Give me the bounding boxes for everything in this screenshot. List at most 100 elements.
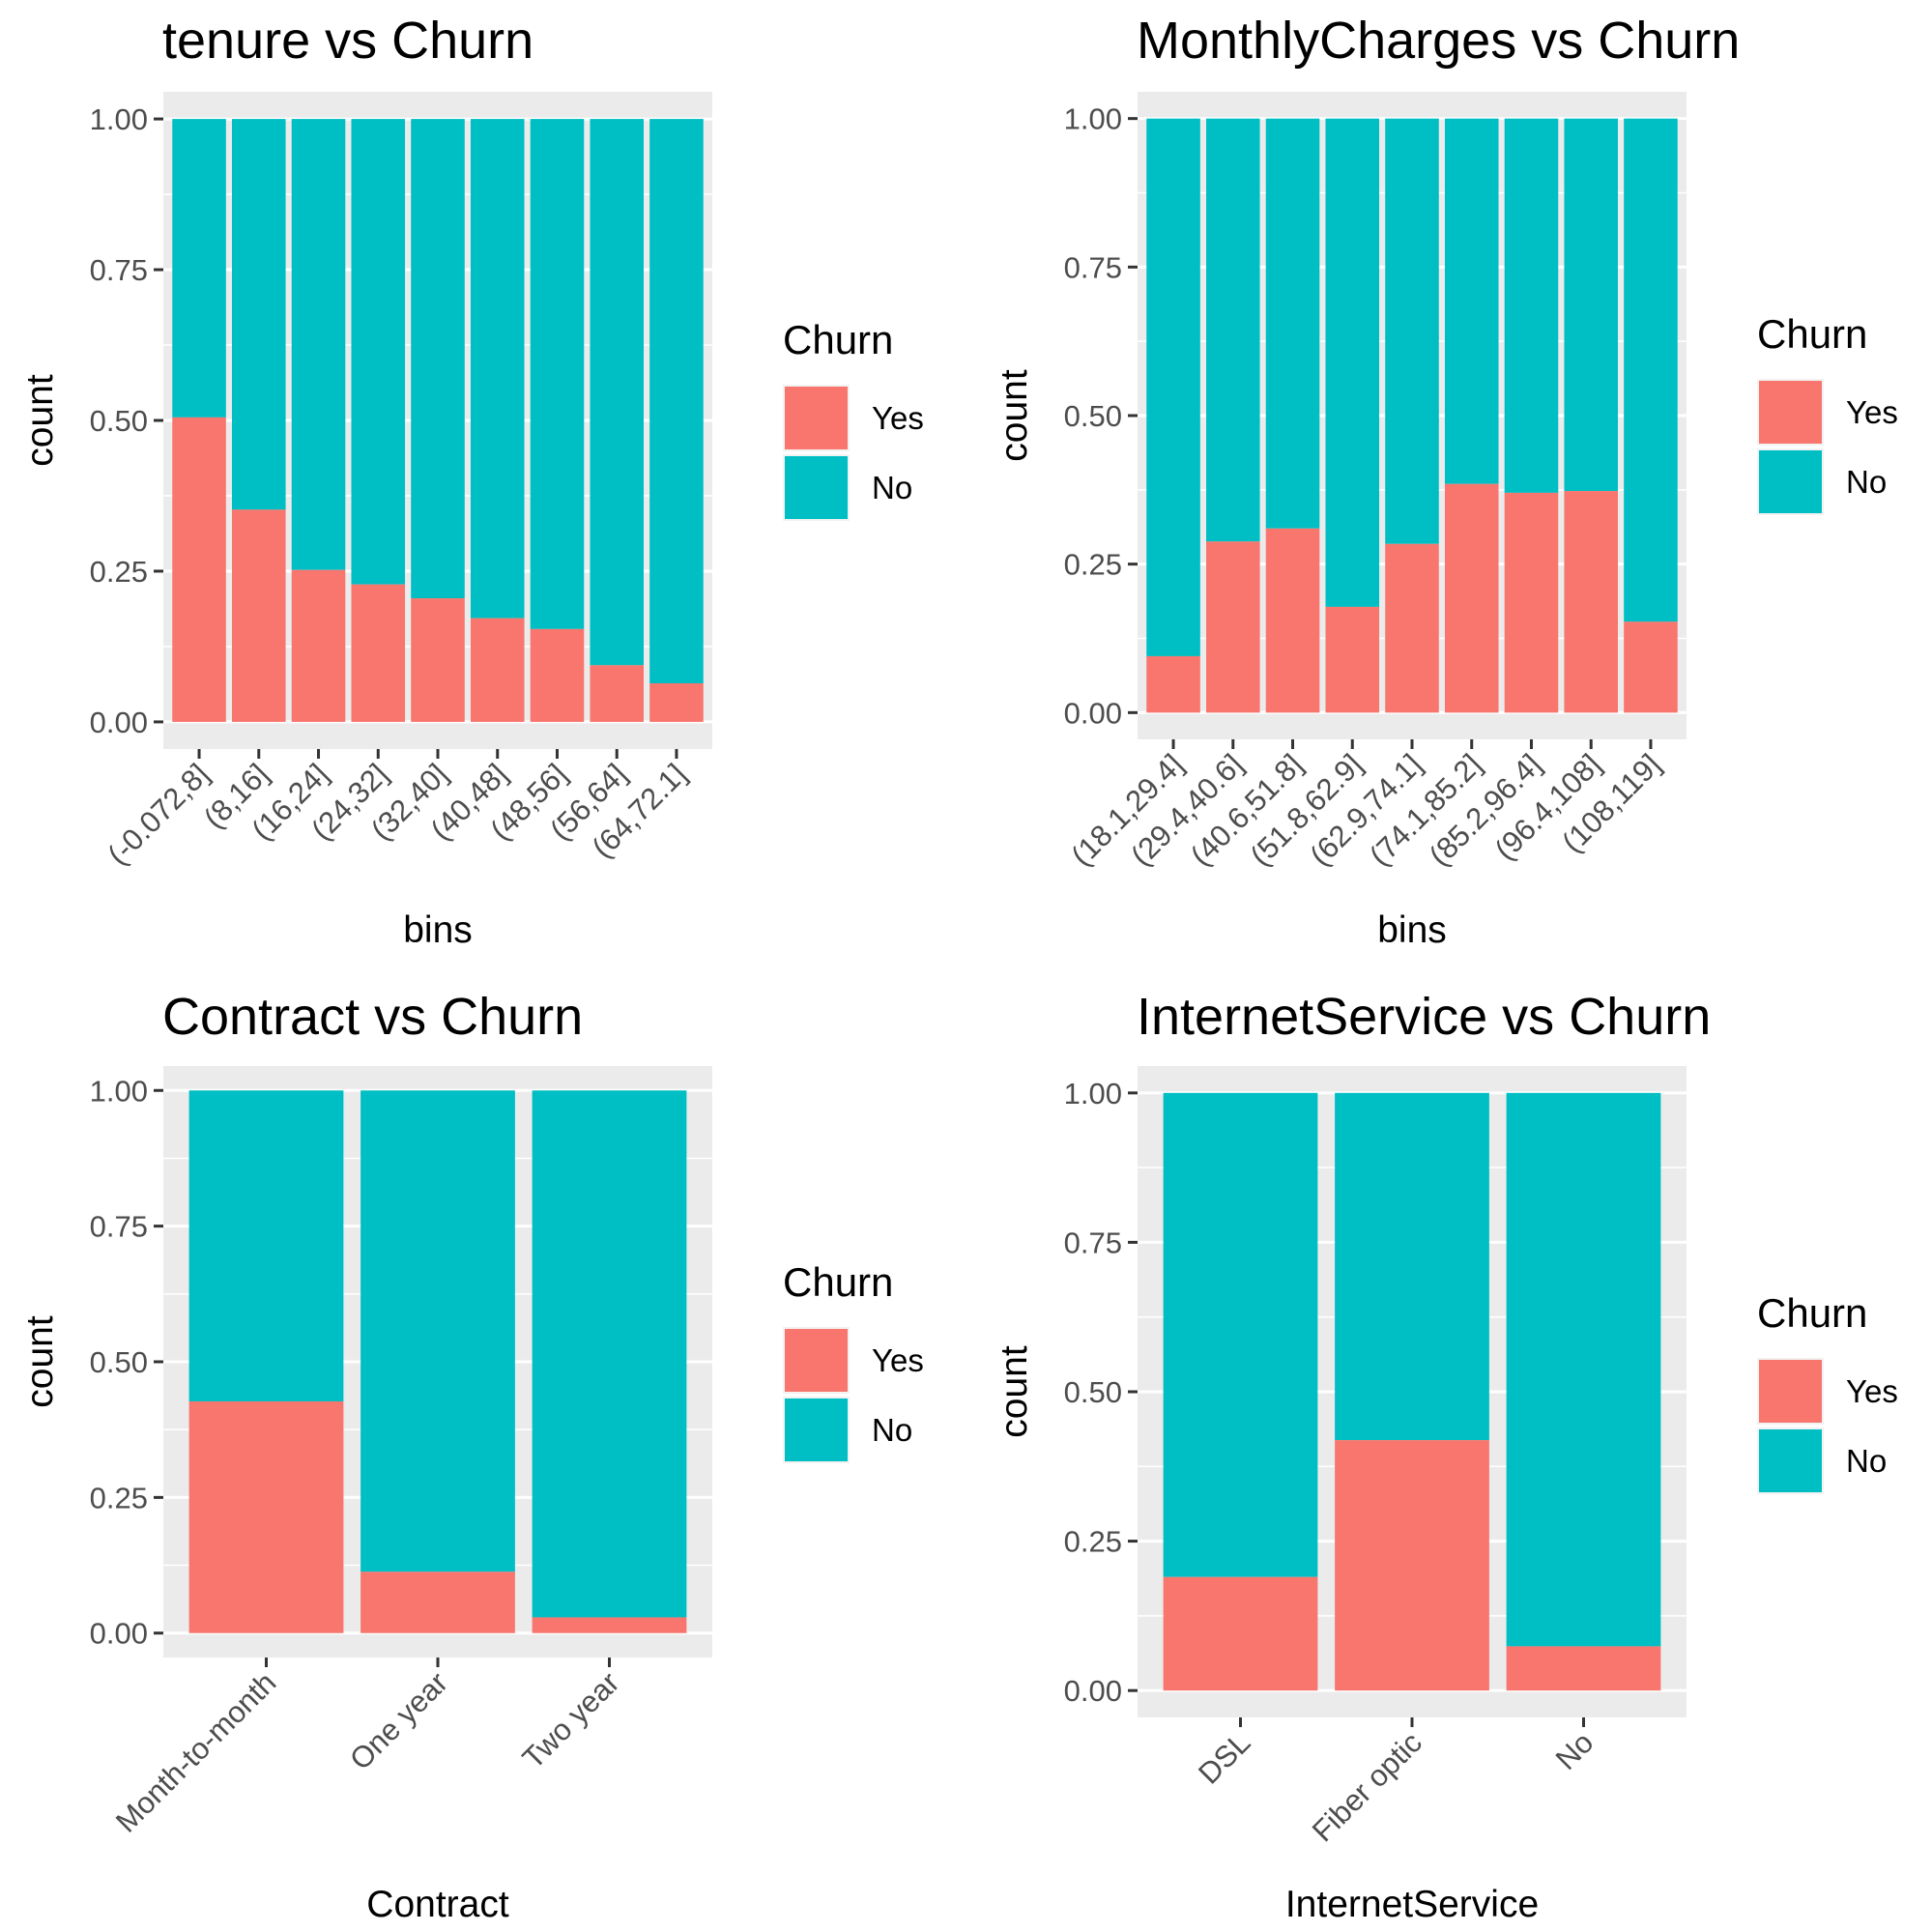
- legend-title: Churn: [1757, 311, 1867, 357]
- bar-no: [360, 1090, 515, 1572]
- panel-1: 0.000.250.500.751.00(-0.072,8](8,16](16,…: [19, 12, 924, 951]
- legend-key-no: [785, 1399, 848, 1461]
- y-tick-label: 0.75: [1064, 250, 1122, 284]
- y-tick-label: 0.50: [90, 404, 148, 438]
- bar-yes: [530, 628, 585, 722]
- x-axis-title: bins: [403, 909, 473, 951]
- x-tick-label: DSL: [1192, 1725, 1256, 1790]
- y-tick-label: 0.25: [1064, 548, 1122, 582]
- legend-key-no: [785, 456, 848, 519]
- y-tick-label: 1.00: [1064, 1077, 1122, 1110]
- legend-title: Churn: [783, 317, 893, 362]
- y-axis-title: count: [994, 369, 1035, 462]
- bar-yes: [1206, 541, 1260, 713]
- y-tick-label: 0.75: [90, 1210, 148, 1244]
- y-tick-label: 0.00: [90, 1617, 148, 1651]
- chart-title: tenure vs Churn: [162, 12, 533, 70]
- x-tick-label: (-0.072,8]: [101, 757, 216, 872]
- bar-no: [1265, 118, 1320, 529]
- legend: Churn Yes No: [783, 317, 924, 521]
- bar-yes: [1504, 492, 1559, 713]
- bar-no: [291, 119, 346, 570]
- panel-2: 0.000.250.500.751.00(18.1,29.4](29.4,40.…: [994, 12, 1898, 951]
- bar-no: [649, 119, 704, 684]
- bar-yes: [411, 598, 465, 722]
- bar-yes: [291, 569, 346, 722]
- bar-no: [1504, 118, 1559, 493]
- legend-key-yes: [1759, 381, 1822, 444]
- bar-no: [1444, 118, 1499, 484]
- y-tick-label: 0.50: [1064, 1375, 1122, 1409]
- legend-key-yes: [785, 1329, 848, 1392]
- legend-label: No: [872, 470, 912, 505]
- x-axis-title: InternetService: [1285, 1884, 1539, 1925]
- bar-no: [1506, 1092, 1661, 1647]
- bar-no: [1624, 118, 1678, 622]
- bar-no: [411, 119, 465, 599]
- bar-no: [1163, 1092, 1318, 1577]
- y-tick-label: 0.25: [90, 555, 148, 589]
- bar-yes: [351, 584, 406, 722]
- y-tick-label: 0.00: [1064, 1674, 1122, 1708]
- legend-key-yes: [1759, 1360, 1822, 1423]
- panel-3: 0.00 0.25 0.50 0.75 1.00 Month-to-month One ye…: [19, 988, 924, 1925]
- bar-no: [172, 119, 226, 418]
- bar-no: [1385, 118, 1439, 544]
- chart-title: Contract vs Churn: [162, 988, 583, 1046]
- bar-no: [530, 119, 585, 629]
- legend-label: No: [1846, 1443, 1887, 1479]
- bar-yes: [532, 1617, 687, 1633]
- legend: Churn Yes No: [1757, 1290, 1898, 1494]
- chart-title: InternetService vs Churn: [1137, 988, 1711, 1046]
- bar-yes: [1335, 1440, 1489, 1691]
- bar-no: [1146, 118, 1200, 656]
- legend: Churn Yes No: [1757, 311, 1898, 515]
- y-tick-label: 0.75: [90, 253, 148, 287]
- bar-yes: [1325, 606, 1380, 713]
- y-axis-title: count: [994, 1345, 1035, 1438]
- bar-yes: [232, 509, 286, 722]
- panel-4: 0.00 0.25 0.50 0.75 1.00 DSL Fiber optic No Inte…: [994, 988, 1898, 1925]
- bar-yes: [1506, 1646, 1661, 1691]
- y-tick-label: 0.00: [1064, 696, 1122, 730]
- legend-key-no: [1759, 450, 1822, 513]
- legend-label: Yes: [1846, 1373, 1898, 1409]
- y-axis-title: count: [19, 374, 61, 467]
- bar-yes: [1163, 1576, 1318, 1691]
- y-tick-label: 0.75: [1064, 1226, 1122, 1259]
- legend: Churn Yes No: [783, 1259, 924, 1463]
- legend-label: Yes: [872, 400, 924, 436]
- legend-title: Churn: [783, 1259, 893, 1305]
- x-tick-label: No: [1549, 1725, 1600, 1776]
- y-tick-label: 1.00: [90, 102, 148, 136]
- bar-yes: [1146, 655, 1200, 713]
- legend-label: No: [1846, 464, 1887, 500]
- bar-no: [188, 1090, 344, 1401]
- bar-no: [1206, 118, 1260, 542]
- chart-title: MonthlyCharges vs Churn: [1137, 12, 1740, 70]
- legend-label: No: [872, 1412, 912, 1448]
- bar-no: [470, 119, 525, 619]
- y-tick-label: 0.50: [90, 1345, 148, 1379]
- bar-yes: [1564, 491, 1618, 713]
- y-axis-title: count: [19, 1315, 61, 1408]
- bar-yes: [172, 417, 226, 722]
- bar-no: [1564, 118, 1618, 492]
- y-tick-label: 0.25: [90, 1481, 148, 1514]
- legend-key-yes: [785, 387, 848, 449]
- y-tick-label: 1.00: [1064, 102, 1122, 136]
- y-tick-label: 0.25: [1064, 1525, 1122, 1559]
- bar-no: [351, 119, 406, 585]
- legend-label: Yes: [872, 1342, 924, 1378]
- y-tick-label: 0.50: [1064, 399, 1122, 433]
- bar-yes: [590, 665, 644, 722]
- x-axis-title: bins: [1377, 909, 1447, 951]
- legend-label: Yes: [1846, 394, 1898, 430]
- x-tick-label: Two year: [516, 1665, 626, 1775]
- legend-key-no: [1759, 1429, 1822, 1492]
- bar-yes: [1265, 528, 1320, 713]
- bar-yes: [470, 618, 525, 722]
- x-tick-label: One year: [343, 1665, 454, 1776]
- bar-no: [1335, 1092, 1489, 1441]
- bar-no: [232, 119, 286, 510]
